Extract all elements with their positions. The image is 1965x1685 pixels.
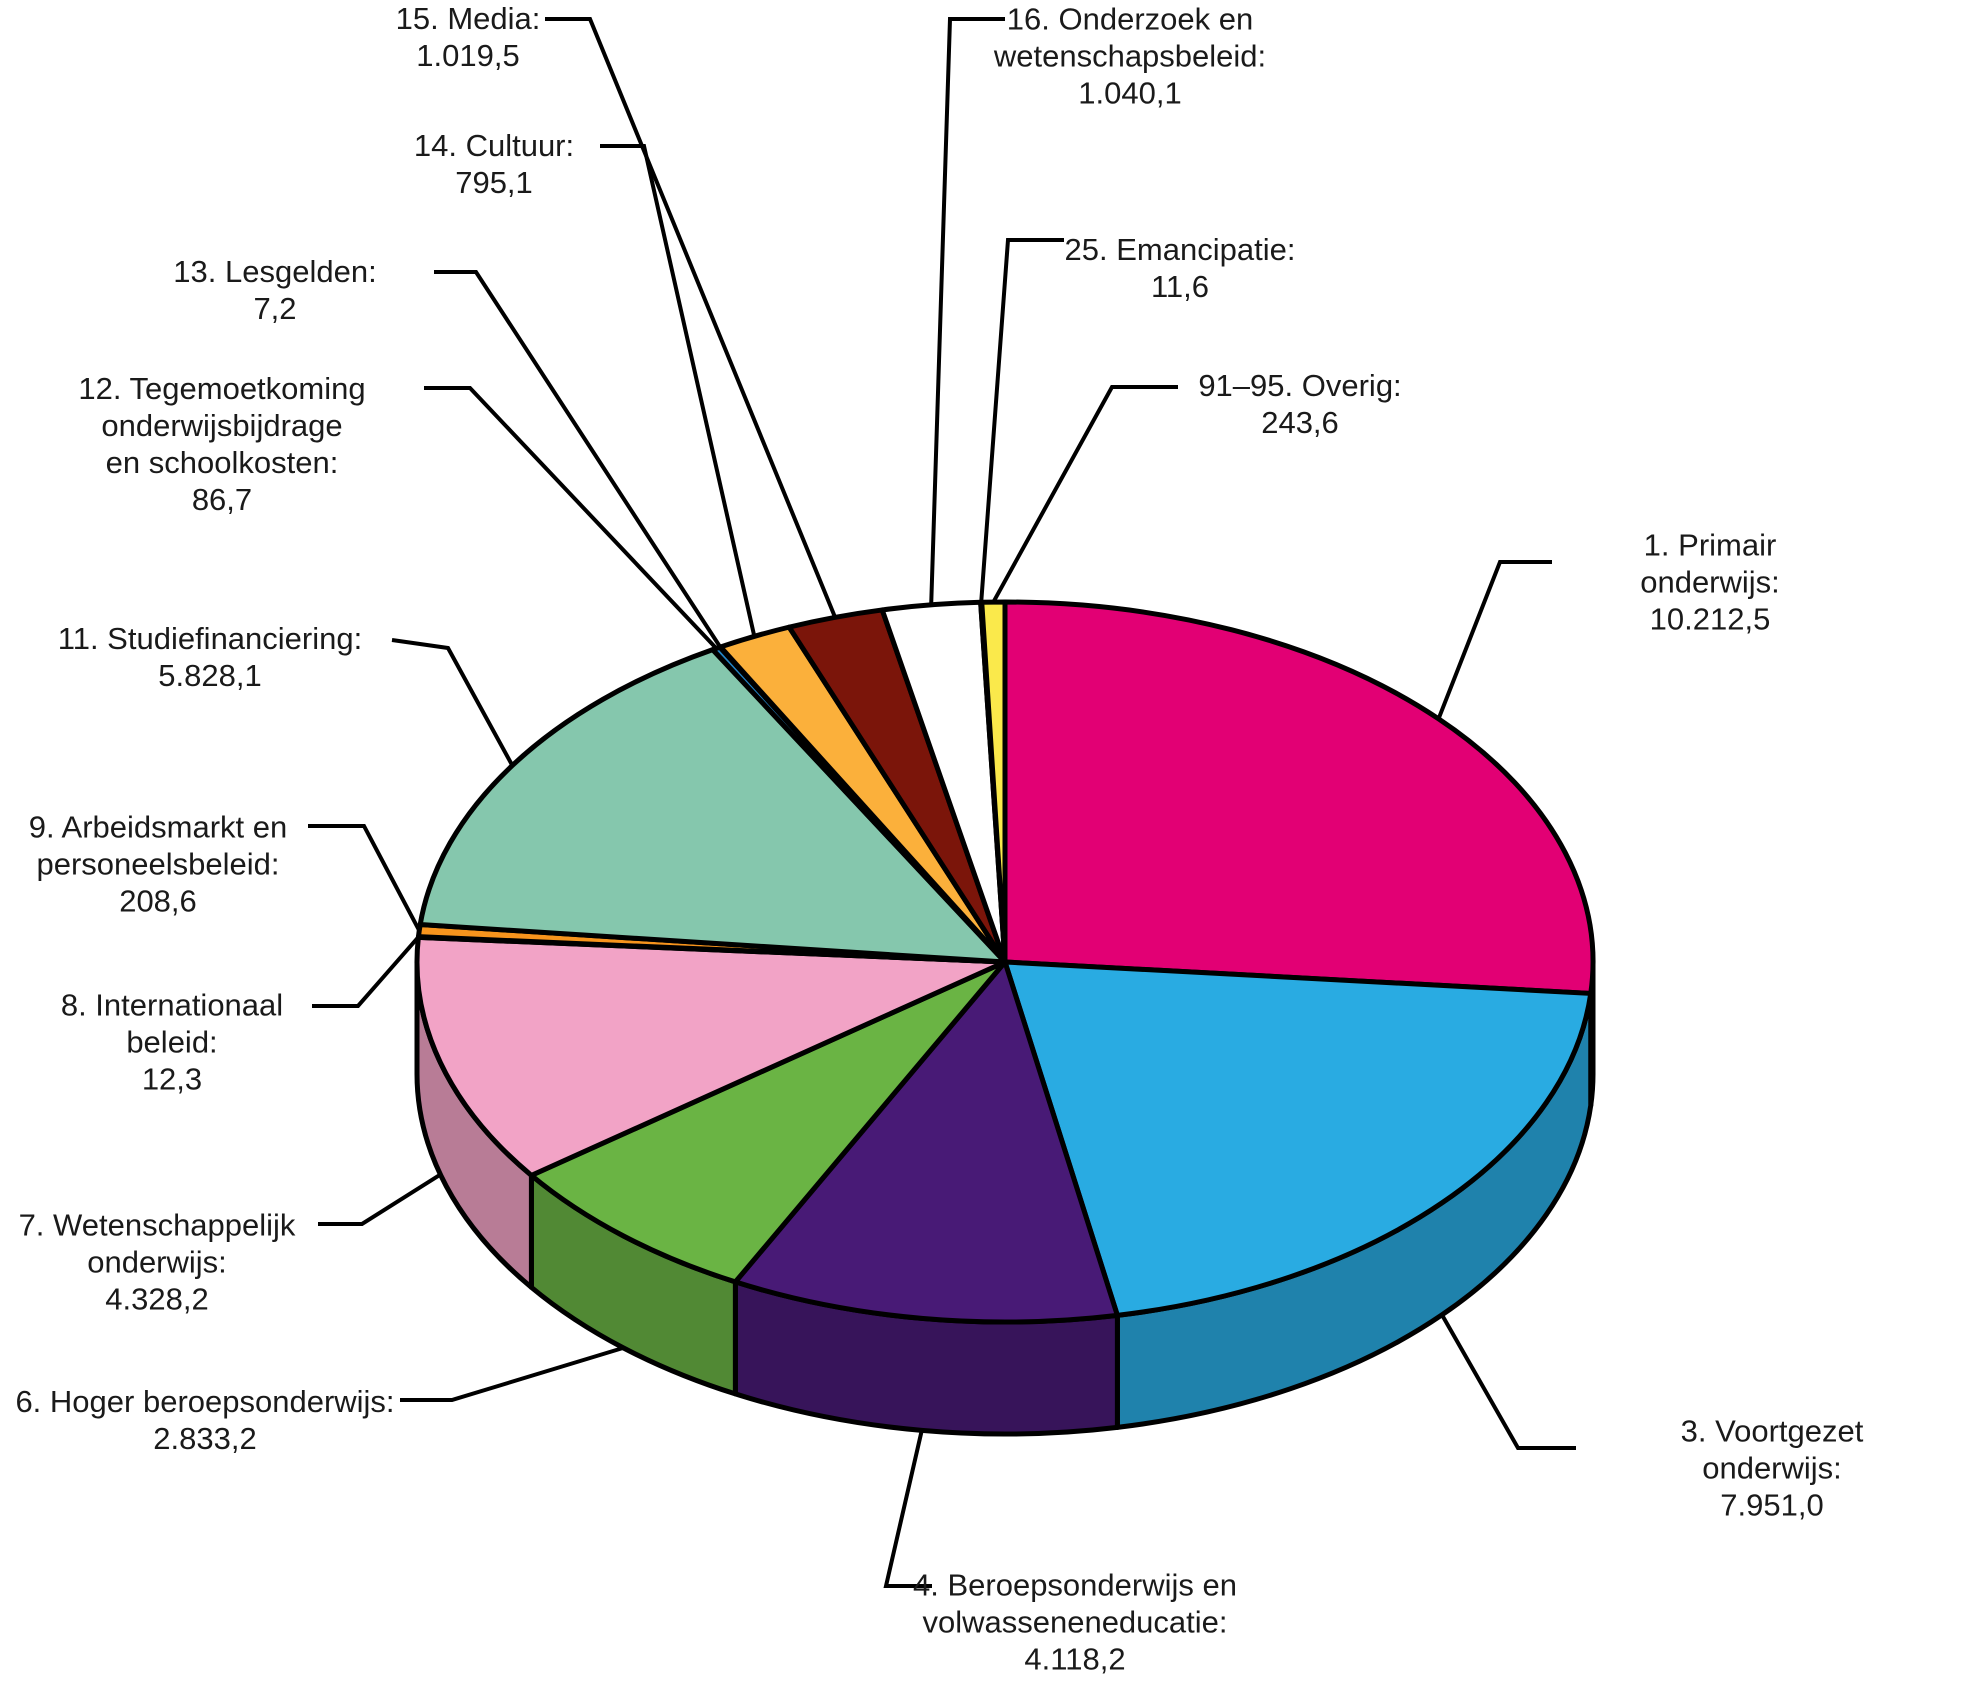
leader-line-emancipatie [979,238,1064,603]
leader-line-voortgezet-onderwijs [1440,1313,1576,1450]
pie-slice-beroepsonderwijs-volwasseneneducatie [732,959,1120,1325]
label-studiefinanciering: 11. Studiefinanciering: 5.828,1 [57,621,363,693]
label-beroepsonderwijs-volwasseneneducatie: 4. Beroepsonderwijs en volwasseneneducat… [913,1567,1237,1677]
pie-slice-overig [979,599,1008,965]
leader-lines [308,17,1576,1588]
label-internationaal-beleid: 8. Internationaal beleid: 12,3 [60,987,284,1097]
leader-line-onderzoek-wetenschapsbeleid [929,17,1005,605]
label-emancipatie: 25. Emancipatie: 11,6 [1064,232,1296,304]
leader-line-primair-onderwijs [1436,560,1552,720]
label-media: 15. Media: 1.019,5 [395,1,541,73]
leader-line-cultuur [600,144,757,637]
label-tegemoetkoming-onderwijsbijdrage: 12. Tegemoetkoming onderwijsbijdrage en … [78,371,366,517]
pie-slice-voortgezet-onderwijs [1002,959,1594,1318]
leader-line-wetenschappelijk-onderwijs [318,1172,442,1226]
label-lesgelden: 13. Lesgelden: 7,2 [173,254,377,326]
label-overig: 91–95. Overig: 243,6 [1198,368,1402,440]
label-onderzoek-wetenschapsbeleid: 16. Onderzoek en wetenschapsbeleid: 1.04… [993,1,1267,111]
leader-line-beroepsonderwijs-volwasseneneducatie [883,1429,932,1588]
label-voortgezet-onderwijs: 3. Voortgezet onderwijs: 7.951,0 [1680,1413,1864,1523]
leader-line-lesgelden [434,270,722,649]
label-hoger-beroepsonderwijs: 6. Hoger beroepsonderwijs: 2.833,2 [15,1384,395,1456]
pie-top-faces [414,599,1596,1325]
leader-line-hoger-beroepsonderwijs [400,1345,624,1402]
label-primair-onderwijs: 1. Primair onderwijs: 10.212,5 [1640,527,1780,637]
leader-line-studiefinanciering [391,638,515,767]
pie-slice-wetenschappelijk-onderwijs [414,934,1008,1178]
pie-slice-hoger-beroepsonderwijs [528,959,1008,1285]
pie-slice-primair-onderwijs [1002,599,1596,996]
leader-line-arbeidsmarkt-personeelsbeleid [308,824,422,932]
pie-slice-studiefinanciering [417,647,1008,965]
label-wetenschappelijk-onderwijs: 7. Wetenschappelijk onderwijs: 4.328,2 [18,1207,296,1317]
label-cultuur: 14. Cultuur: 795,1 [413,128,575,200]
leader-line-overig [991,385,1178,604]
leader-line-media [545,17,837,619]
leader-line-tegemoetkoming-onderwijsbijdrage [424,386,718,650]
leader-line-internationaal-beleid [312,935,420,1008]
label-arbeidsmarkt-personeelsbeleid: 9. Arbeidsmarkt en personeelsbeleid: 208… [28,809,288,919]
